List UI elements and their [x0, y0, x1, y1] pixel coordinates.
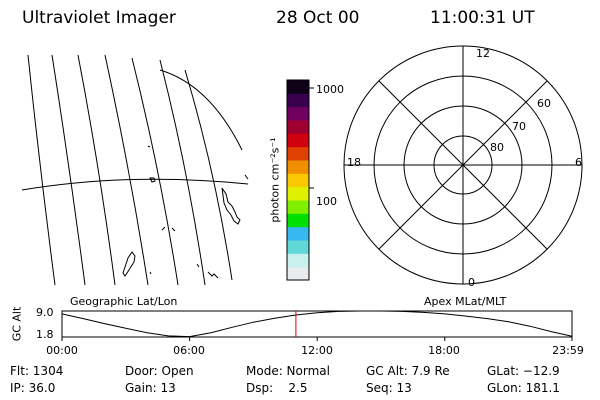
mlt-label-12: 12 [476, 47, 490, 60]
geographic-map [21, 54, 249, 286]
altitude-xtick-2359: 23:59 [552, 344, 584, 357]
colorbar-frame [286, 79, 310, 281]
meridian-line [131, 57, 179, 286]
info-flt: Flt: 1304 [10, 364, 64, 378]
altitude-ytick-top: 9.0 [36, 306, 54, 319]
mlt-label-0: 0 [468, 276, 475, 289]
geo-map-label: Geographic Lat/Lon [70, 295, 178, 308]
altitude-xtick-0600: 06:00 [173, 344, 205, 357]
latitude-line [21, 178, 249, 191]
colorbar-cell [287, 120, 309, 134]
meridian-line [27, 54, 56, 286]
info-gc-alt: GC Alt: 7.9 Re [366, 364, 450, 378]
instrument-title: Ultraviolet Imager [22, 8, 176, 28]
colorbar-cell [287, 93, 309, 108]
altitude-xtick-0000: 00:00 [46, 344, 78, 357]
meridian-line [77, 54, 116, 286]
colorbar-unit-label: photon cm⁻²s⁻¹ [268, 137, 282, 223]
coastline [122, 145, 249, 279]
colorbar-ticks [309, 87, 314, 189]
polar-mlt-plot [343, 45, 583, 285]
colorbar-cell [287, 80, 309, 94]
longitude-arc [159, 69, 243, 151]
altitude-ylabel: GC Alt [10, 306, 24, 342]
info-door: Door: Open [125, 364, 194, 378]
altitude-frame [61, 310, 573, 338]
colorbar-cell [287, 160, 309, 174]
info-glon: GLon: 181.1 [487, 381, 560, 395]
colorbar-cells [287, 80, 309, 281]
polar-diagonal-2 [378, 80, 548, 250]
polar-plot-label: Apex MLat/MLT [424, 295, 507, 308]
altitude-series-line [61, 310, 573, 338]
mlat-label-80: 80 [490, 141, 504, 154]
mlt-label-6: 6 [575, 156, 582, 169]
meridian-line [51, 54, 86, 286]
mlat-label-60: 60 [537, 97, 551, 110]
date-label: 28 Oct 00 [276, 8, 360, 28]
meridian-line [159, 59, 206, 286]
mlat-label-70: 70 [512, 120, 526, 133]
colorbar-cell [287, 133, 309, 148]
colorbar-cell [287, 266, 309, 281]
info-mode: Mode: Normal [246, 364, 330, 378]
colorbar-cell [287, 200, 309, 214]
altitude-xtick-1800: 18:00 [428, 344, 460, 357]
colorbar-tick-100: 100 [316, 195, 337, 208]
colorbar-cell [287, 240, 309, 254]
mlt-label-18: 18 [347, 156, 361, 169]
colorbar-cell [287, 226, 309, 241]
altitude-xtick-1200: 12:00 [301, 344, 333, 357]
info-dsp: Dsp: 2.5 [246, 381, 308, 395]
altitude-plot [61, 310, 573, 341]
colorbar-cell [287, 173, 309, 188]
altitude-xticks [61, 337, 573, 341]
colorbar-cell [287, 106, 309, 121]
info-seq: Seq: 13 [366, 381, 412, 395]
colorbar-cell [287, 186, 309, 201]
colorbar-cell [287, 213, 309, 228]
info-glat: GLat: −12.9 [487, 364, 560, 378]
colorbar-cell [287, 253, 309, 268]
meridian-line [184, 69, 233, 281]
info-gain: Gain: 13 [125, 381, 176, 395]
meridian-line [104, 54, 149, 286]
time-label: 11:00:31 UT [430, 8, 535, 28]
colorbar-tick-1000: 1000 [316, 83, 344, 96]
info-ip: IP: 36.0 [10, 381, 56, 395]
altitude-ytick-bottom: 1.8 [36, 328, 54, 341]
colorbar-cell [287, 146, 309, 161]
intensity-colorbar [286, 79, 314, 281]
geo-meridians [27, 54, 233, 286]
